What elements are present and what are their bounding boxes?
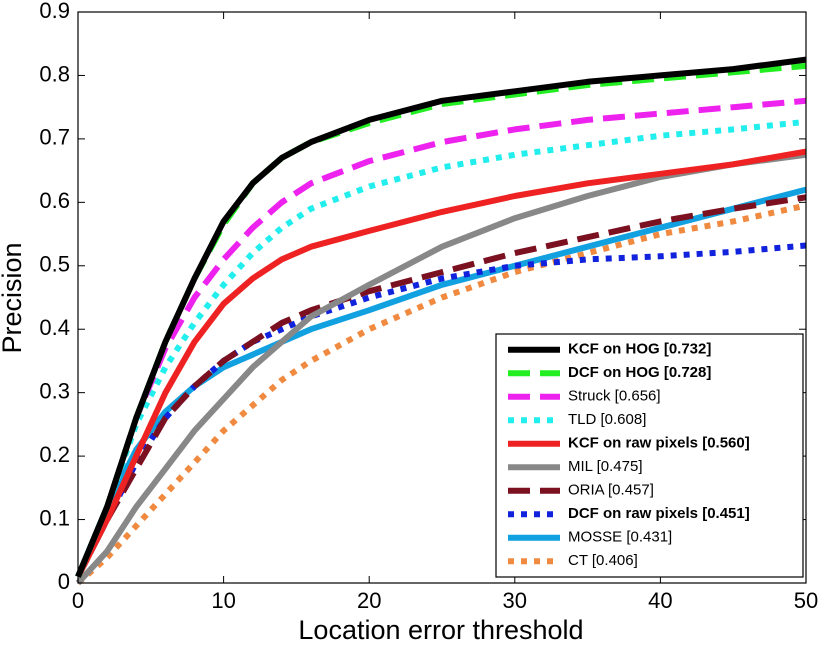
- y-tick-label: 0.4: [39, 315, 70, 340]
- x-tick-label: 10: [211, 588, 235, 613]
- series-line: [75, 148, 807, 579]
- series-line: [75, 194, 807, 579]
- y-tick-label: 0.2: [39, 442, 70, 467]
- legend-label: MIL [0.475]: [568, 458, 643, 475]
- legend-label: CT [0.406]: [568, 552, 638, 569]
- x-tick-label: 30: [503, 588, 527, 613]
- legend-label: DCF on HOG [0.728]: [568, 364, 711, 381]
- y-tick-label: 0.5: [39, 252, 70, 277]
- x-tick-label: 40: [648, 588, 672, 613]
- y-tick-label: 0.8: [39, 61, 70, 86]
- series-line: [75, 118, 807, 578]
- y-tick-label: 0: [58, 569, 70, 594]
- plot-frame: [77, 11, 807, 584]
- legend-label: KCF on raw pixels [0.560]: [568, 435, 750, 452]
- y-tick-label: 0.6: [39, 188, 70, 213]
- legend-label: DCF on raw pixels [0.451]: [568, 505, 750, 522]
- legend-label: ORIA [0.457]: [568, 482, 654, 499]
- y-tick-label: 0.9: [39, 0, 70, 23]
- legend-label: MOSSE [0.431]: [568, 529, 672, 546]
- y-tick-label: 0.7: [39, 125, 70, 150]
- y-tick-label: 0.1: [39, 505, 70, 530]
- x-axis-label: Location error threshold: [298, 615, 583, 645]
- y-axis-label: Precision: [0, 242, 27, 353]
- y-tick-label: 0.3: [39, 378, 70, 403]
- legend-label: KCF on HOG [0.732]: [568, 341, 711, 358]
- series-line: [75, 151, 807, 586]
- x-tick-label: 50: [794, 588, 818, 613]
- legend-label: TLD [0.608]: [568, 411, 646, 428]
- legend-label: Struck [0.656]: [568, 388, 661, 405]
- series-line: [75, 56, 807, 578]
- series-line: [75, 242, 807, 579]
- x-tick-label: 0: [72, 588, 84, 613]
- x-tick-label: 20: [357, 588, 381, 613]
